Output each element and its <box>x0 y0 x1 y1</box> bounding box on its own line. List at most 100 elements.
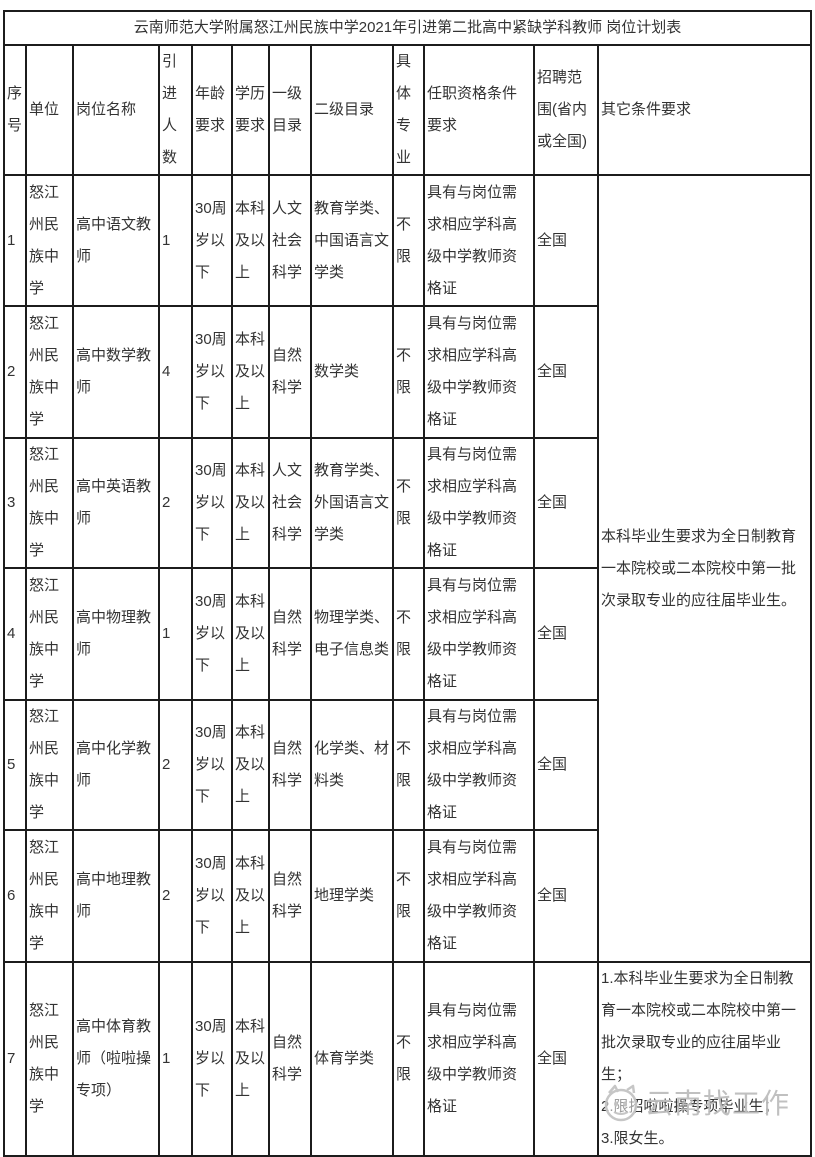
cell-edu: 本科及以上 <box>231 699 270 831</box>
cell-qualification: 具有与岗位需求相应学科高级中学教师资格证 <box>423 567 535 701</box>
cell-qualification: 具有与岗位需求相应学科高级中学教师资格证 <box>423 305 535 439</box>
cell-seq: 4 <box>3 567 27 701</box>
other-req-item: 3.限女生。 <box>601 1130 674 1147</box>
cell-seq: 1 <box>3 174 27 307</box>
cell-position: 高中体育教师（啦啦操专项） <box>72 961 160 1157</box>
cell-cat2: 地理学类 <box>310 829 394 963</box>
cell-age: 30周岁以下 <box>191 699 233 831</box>
cell-cat2: 物理学类、电子信息类 <box>310 567 394 701</box>
header-cat2: 二级目录 <box>310 44 394 176</box>
cell-position: 高中英语教师 <box>72 437 160 569</box>
cell-age: 30周岁以下 <box>191 961 233 1157</box>
job-plan-table: 云南师范大学附属怒江州民族中学2021年引进第二批高中紧缺学科教师 岗位计划表 … <box>2 10 813 1157</box>
cell-seq: 3 <box>3 437 27 569</box>
cell-age: 30周岁以下 <box>191 567 233 701</box>
cell-major: 不限 <box>392 699 425 831</box>
cell-cat1: 自然科学 <box>268 567 312 701</box>
cell-scope: 全国 <box>533 829 599 963</box>
cell-count: 4 <box>158 305 193 439</box>
cell-cat2: 体育学类 <box>310 961 394 1157</box>
cell-major: 不限 <box>392 174 425 307</box>
cell-seq: 5 <box>3 699 27 831</box>
header-major: 具体专业 <box>392 44 425 176</box>
cell-scope: 全国 <box>533 305 599 439</box>
cell-unit: 怒江州民族中学 <box>25 305 74 439</box>
header-unit: 单位 <box>25 44 74 176</box>
cell-age: 30周岁以下 <box>191 305 233 439</box>
page-title: 云南师范大学附属怒江州民族中学2021年引进第二批高中紧缺学科教师 岗位计划表 <box>2 10 813 46</box>
header-row: 序号 单位 岗位名称 引进人数 年龄要求 学历要求 一级目录 二级目录 具体专业… <box>3 44 813 176</box>
cell-cat1: 自然科学 <box>268 305 312 439</box>
cell-edu: 本科及以上 <box>231 567 270 701</box>
cell-major: 不限 <box>392 567 425 701</box>
cell-edu: 本科及以上 <box>231 961 270 1157</box>
cell-seq: 2 <box>3 305 27 439</box>
cell-cat2: 教育学类、中国语言文学类 <box>310 174 394 307</box>
cell-edu: 本科及以上 <box>231 829 270 963</box>
cell-scope: 全国 <box>533 699 599 831</box>
table-row: 1 怒江州民族中学 高中语文教师 1 30周岁以下 本科及以上 人文社会科学 教… <box>3 174 813 963</box>
header-qualification: 任职资格条件要求 <box>423 44 535 176</box>
header-count: 引进人数 <box>158 44 193 176</box>
cell-cat2: 化学类、材料类 <box>310 699 394 831</box>
cell-major: 不限 <box>392 961 425 1157</box>
cell-cat1: 自然科学 <box>268 699 312 831</box>
cell-position: 高中地理教师 <box>72 829 160 963</box>
cell-major: 不限 <box>392 305 425 439</box>
cell-seq: 6 <box>3 829 27 963</box>
cell-unit: 怒江州民族中学 <box>25 961 74 1157</box>
header-scope: 招聘范围(省内或全国) <box>533 44 599 176</box>
cell-unit: 怒江州民族中学 <box>25 437 74 569</box>
cell-qualification: 具有与岗位需求相应学科高级中学教师资格证 <box>423 961 535 1157</box>
table-row: 5 怒江州民族中学 高中化学教师 2 30周岁以下 本科及以上 自然科学 化学类… <box>3 699 811 831</box>
cell-scope: 全国 <box>533 174 599 307</box>
cell-position: 高中物理教师 <box>72 567 160 701</box>
cell-cat1: 人文社会科学 <box>268 437 312 569</box>
header-seq: 序号 <box>3 44 27 176</box>
cell-cat2: 数学类 <box>310 305 394 439</box>
cell-other-merged: 本科毕业生要求为全日制教育一本院校或二本院校中第一批次录取专业的应往届毕业生。 <box>596 174 813 963</box>
cell-age: 30周岁以下 <box>191 174 233 307</box>
cell-qualification: 具有与岗位需求相应学科高级中学教师资格证 <box>423 829 535 963</box>
cell-seq: 7 <box>3 961 27 1157</box>
cell-qualification: 具有与岗位需求相应学科高级中学教师资格证 <box>423 437 535 569</box>
other-req-item: 1.本科毕业生要求为全日制教育一本院校或二本院校中第一批次录取专业的应往届毕业生… <box>601 970 797 1083</box>
cell-qualification: 具有与岗位需求相应学科高级中学教师资格证 <box>423 174 535 307</box>
header-cat1: 一级目录 <box>268 44 312 176</box>
header-age: 年龄要求 <box>191 44 233 176</box>
cell-count: 2 <box>158 437 193 569</box>
table-row: 3 怒江州民族中学 高中英语教师 2 30周岁以下 本科及以上 人文社会科学 教… <box>3 437 811 569</box>
cell-age: 30周岁以下 <box>191 829 233 963</box>
cell-count: 1 <box>158 567 193 701</box>
cell-cat1: 人文社会科学 <box>268 174 312 307</box>
cell-count: 1 <box>158 174 193 307</box>
cell-cat1: 自然科学 <box>268 961 312 1157</box>
header-position: 岗位名称 <box>72 44 160 176</box>
cell-age: 30周岁以下 <box>191 437 233 569</box>
cell-edu: 本科及以上 <box>231 305 270 439</box>
cell-position: 高中化学教师 <box>72 699 160 831</box>
table-row: 4 怒江州民族中学 高中物理教师 1 30周岁以下 本科及以上 自然科学 物理学… <box>3 567 811 701</box>
cell-count: 2 <box>158 699 193 831</box>
table-row: 6 怒江州民族中学 高中地理教师 2 30周岁以下 本科及以上 自然科学 地理学… <box>3 829 811 963</box>
table-row: 2 怒江州民族中学 高中数学教师 4 30周岁以下 本科及以上 自然科学 数学类… <box>3 305 811 439</box>
cell-scope: 全国 <box>533 567 599 701</box>
cell-position: 高中数学教师 <box>72 305 160 439</box>
cell-unit: 怒江州民族中学 <box>25 829 74 963</box>
header-edu: 学历要求 <box>231 44 270 176</box>
cell-scope: 全国 <box>533 961 599 1157</box>
cell-major: 不限 <box>392 829 425 963</box>
cell-unit: 怒江州民族中学 <box>25 174 74 307</box>
cell-unit: 怒江州民族中学 <box>25 567 74 701</box>
header-other: 其它条件要求 <box>596 44 813 176</box>
cell-other-row7: 1.本科毕业生要求为全日制教育一本院校或二本院校中第一批次录取专业的应往届毕业生… <box>596 961 813 1157</box>
cell-unit: 怒江州民族中学 <box>25 699 74 831</box>
cell-qualification: 具有与岗位需求相应学科高级中学教师资格证 <box>423 699 535 831</box>
cell-scope: 全国 <box>533 437 599 569</box>
other-req-item: 2.限招啦啦操专项毕业生； <box>601 1098 779 1115</box>
cell-edu: 本科及以上 <box>231 174 270 307</box>
cell-edu: 本科及以上 <box>231 437 270 569</box>
cell-cat2: 教育学类、外国语言文学类 <box>310 437 394 569</box>
cell-major: 不限 <box>392 437 425 569</box>
cell-position: 高中语文教师 <box>72 174 160 307</box>
